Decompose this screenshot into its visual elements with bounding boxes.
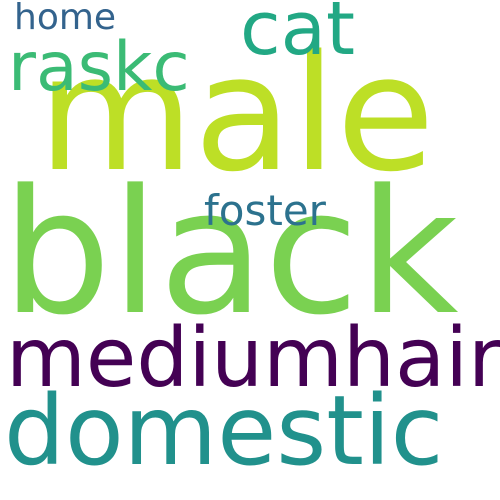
word-male: male <box>38 20 435 207</box>
word-cat: cat <box>240 0 356 72</box>
word-raskc: raskc <box>8 28 190 107</box>
word-mediumhair: mediumhair <box>6 311 500 406</box>
word-black: black <box>2 152 459 353</box>
word-foster: foster <box>204 186 326 235</box>
word-domestic: domestic <box>4 375 444 487</box>
word-home: home <box>14 0 117 38</box>
